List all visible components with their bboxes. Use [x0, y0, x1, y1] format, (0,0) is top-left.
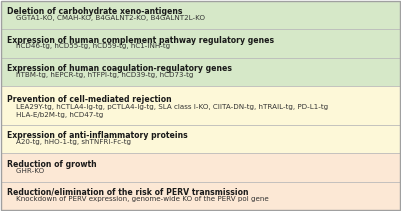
Text: LEA29Y-tg, hCTLA4-Ig-tg, pCTLA4-Ig-tg, SLA class I-KO, CIITA-DN-tg, hTRAIL-tg, P: LEA29Y-tg, hCTLA4-Ig-tg, pCTLA4-Ig-tg, S… [7, 104, 328, 118]
Bar [1, 182, 400, 210]
Text: Deletion of carbohydrate xeno-antigens: Deletion of carbohydrate xeno-antigens [7, 7, 182, 16]
Bar [1, 153, 400, 182]
Bar [1, 86, 400, 125]
Text: Knockdown of PERV expression, genome-wide KO of the PERV pol gene: Knockdown of PERV expression, genome-wid… [7, 196, 269, 202]
Text: Expression of human coagulation-regulatory genes: Expression of human coagulation-regulato… [7, 64, 232, 73]
Text: Prevention of cell-mediated rejection: Prevention of cell-mediated rejection [7, 95, 172, 104]
Text: Expression of anti-inflammatory proteins: Expression of anti-inflammatory proteins [7, 131, 188, 140]
Text: Reduction of growth: Reduction of growth [7, 160, 97, 169]
Bar [1, 29, 400, 58]
Bar [1, 1, 400, 29]
Bar [1, 125, 400, 153]
Text: Reduction/elimination of the risk of PERV transmission: Reduction/elimination of the risk of PER… [7, 188, 249, 197]
Text: A20-tg, hHO-1-tg, shTNFRI-Fc-tg: A20-tg, hHO-1-tg, shTNFRI-Fc-tg [7, 139, 131, 145]
Text: hCD46-tg, hCD55-tg, hCD59-tg, hC1-INH-tg: hCD46-tg, hCD55-tg, hCD59-tg, hC1-INH-tg [7, 43, 170, 49]
Text: hTBM-tg, hEPCR-tg, hTFPI-tg, hCD39-tg, hCD73-tg: hTBM-tg, hEPCR-tg, hTFPI-tg, hCD39-tg, h… [7, 72, 193, 78]
Text: GHR-KO: GHR-KO [7, 168, 44, 173]
Text: Expression of human complement pathway regulatory genes: Expression of human complement pathway r… [7, 35, 274, 45]
Text: GGTA1-KO, CMAH-KO, B4GALNT2-KO, B4GALNT2L-KO: GGTA1-KO, CMAH-KO, B4GALNT2-KO, B4GALNT2… [7, 15, 205, 21]
Bar [1, 58, 400, 86]
